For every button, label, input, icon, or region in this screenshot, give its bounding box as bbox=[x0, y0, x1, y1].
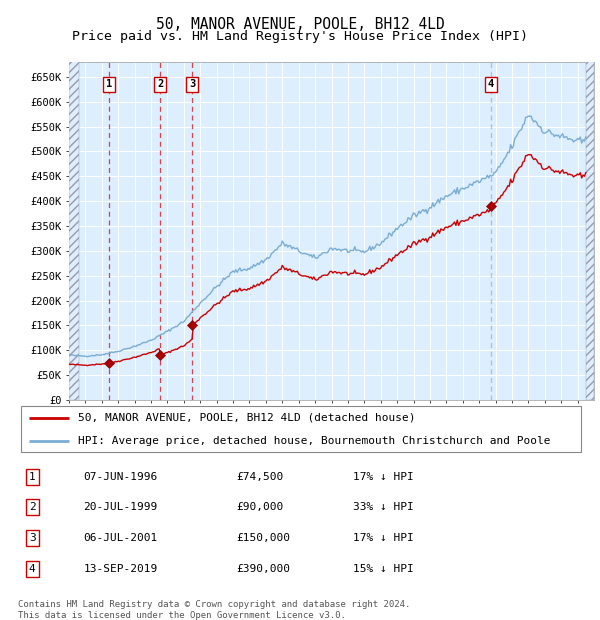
Text: 2: 2 bbox=[157, 79, 163, 89]
Text: 17% ↓ HPI: 17% ↓ HPI bbox=[353, 533, 413, 543]
Text: £150,000: £150,000 bbox=[236, 533, 290, 543]
Text: £390,000: £390,000 bbox=[236, 564, 290, 574]
Text: 1: 1 bbox=[29, 472, 35, 482]
Text: 06-JUL-2001: 06-JUL-2001 bbox=[83, 533, 157, 543]
Text: 1: 1 bbox=[106, 79, 112, 89]
Text: 4: 4 bbox=[29, 564, 35, 574]
Text: 3: 3 bbox=[29, 533, 35, 543]
Text: 17% ↓ HPI: 17% ↓ HPI bbox=[353, 472, 413, 482]
Text: 13-SEP-2019: 13-SEP-2019 bbox=[83, 564, 157, 574]
Text: £74,500: £74,500 bbox=[236, 472, 284, 482]
Text: 4: 4 bbox=[488, 79, 494, 89]
Text: 50, MANOR AVENUE, POOLE, BH12 4LD: 50, MANOR AVENUE, POOLE, BH12 4LD bbox=[155, 17, 445, 32]
FancyBboxPatch shape bbox=[21, 406, 581, 452]
Text: 33% ↓ HPI: 33% ↓ HPI bbox=[353, 502, 413, 512]
Text: 20-JUL-1999: 20-JUL-1999 bbox=[83, 502, 157, 512]
Text: 15% ↓ HPI: 15% ↓ HPI bbox=[353, 564, 413, 574]
Text: 50, MANOR AVENUE, POOLE, BH12 4LD (detached house): 50, MANOR AVENUE, POOLE, BH12 4LD (detac… bbox=[77, 413, 415, 423]
Text: HPI: Average price, detached house, Bournemouth Christchurch and Poole: HPI: Average price, detached house, Bour… bbox=[77, 436, 550, 446]
Text: 2: 2 bbox=[29, 502, 35, 512]
Text: Price paid vs. HM Land Registry's House Price Index (HPI): Price paid vs. HM Land Registry's House … bbox=[72, 30, 528, 43]
Text: 07-JUN-1996: 07-JUN-1996 bbox=[83, 472, 157, 482]
Text: 3: 3 bbox=[189, 79, 196, 89]
Text: Contains HM Land Registry data © Crown copyright and database right 2024.
This d: Contains HM Land Registry data © Crown c… bbox=[18, 600, 410, 619]
Text: £90,000: £90,000 bbox=[236, 502, 284, 512]
